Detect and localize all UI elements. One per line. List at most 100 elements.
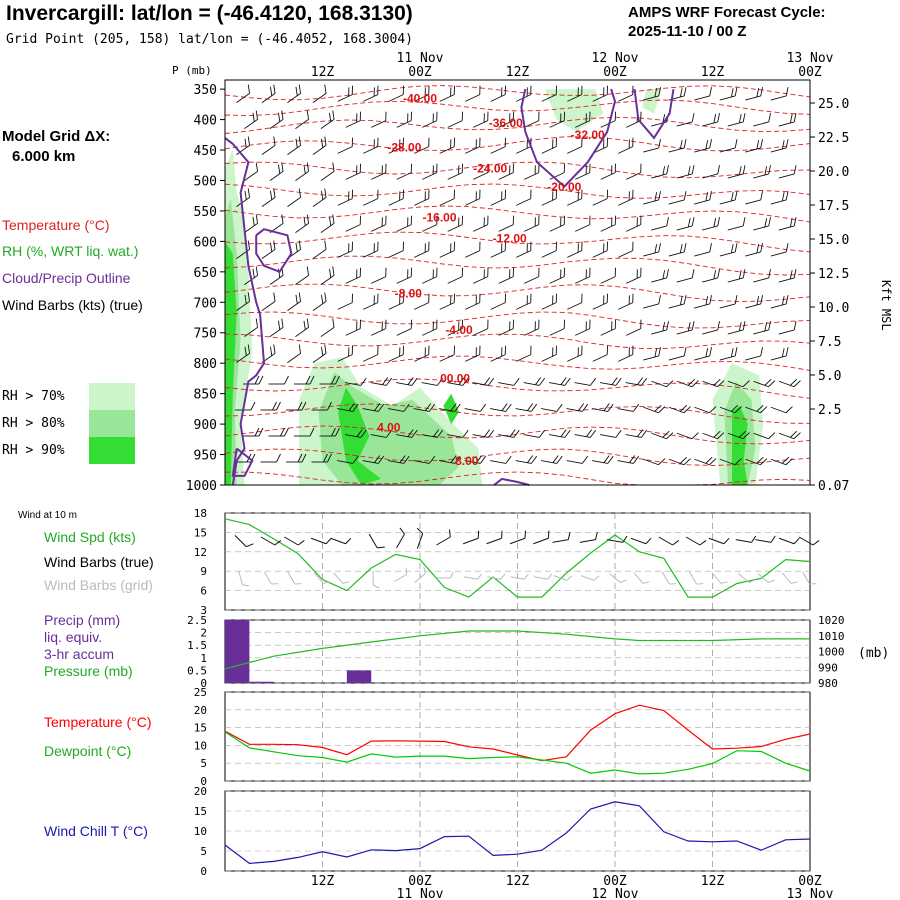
wind-barb-flag <box>399 191 401 201</box>
wind-barb-staff <box>396 382 412 386</box>
wind-barb-flag <box>348 191 350 201</box>
wind-barb-flag <box>377 137 379 147</box>
wind-barb-flag <box>717 321 720 331</box>
wind-barb-flag <box>785 87 789 97</box>
wind-barb <box>261 136 276 155</box>
wind-barb-flag <box>742 321 746 331</box>
wind-barb <box>490 455 512 464</box>
wind-barb-flag <box>270 346 273 356</box>
wind-barb <box>575 215 591 232</box>
wind-barb-flag <box>640 215 642 225</box>
wind-barb-flag <box>351 293 353 303</box>
wind-barb-staff <box>617 408 634 412</box>
wind-barb-flag <box>738 270 742 280</box>
temperature-label: -4.00 <box>445 323 473 337</box>
wind-barb-staff <box>618 146 633 154</box>
wind-barb-flag <box>590 429 597 438</box>
wind-barb-flag <box>458 165 460 175</box>
wind-barb <box>396 377 418 386</box>
wind-barb <box>337 85 353 102</box>
wind-barb-flag <box>538 111 540 121</box>
wind-barb-flag <box>641 377 648 386</box>
wind-barb-staff <box>745 147 761 153</box>
wind-barb-staff <box>643 199 659 205</box>
wind-barb-staff <box>702 173 718 179</box>
wind-barb-staff <box>447 172 463 180</box>
wind-barb-flag <box>538 267 540 277</box>
wind-barb-staff <box>261 145 276 155</box>
wind-barb <box>694 87 712 101</box>
wind-barb-flag <box>424 243 426 253</box>
wind-barb-flag <box>534 321 536 331</box>
wind-barb <box>515 455 538 464</box>
wind-barb-staff <box>337 198 353 206</box>
wind-barb <box>312 84 327 103</box>
wind-barb <box>473 215 489 232</box>
wind-barb-staff <box>778 380 795 388</box>
wind-barb-staff <box>778 121 795 127</box>
wind-barb-flag <box>432 113 434 123</box>
wind-barb-flag <box>410 267 412 277</box>
wind-barb-flag <box>247 240 250 250</box>
wind-barb <box>549 215 565 232</box>
wind-barb-flag <box>768 217 771 227</box>
wind-barb-staff <box>719 199 736 205</box>
wind-barb <box>770 347 789 361</box>
wind-barb-flag <box>410 163 412 173</box>
wind-barb <box>567 345 583 362</box>
wind-barb <box>643 295 661 309</box>
wind-barb-flag <box>331 427 336 437</box>
wind-barb-flag <box>654 88 658 98</box>
wind-barb <box>575 111 591 128</box>
wind-barb-flag <box>488 429 495 438</box>
wind-barb <box>643 87 661 101</box>
wind-barb-flag <box>475 191 477 201</box>
wind-barb-staff <box>643 147 659 153</box>
wind-barb-staff <box>388 198 404 206</box>
wind-barb-staff <box>592 354 608 362</box>
wind-barb-staff <box>753 329 769 335</box>
wind-barb-flag <box>679 404 688 412</box>
wind-barb-staff <box>414 354 429 362</box>
wind-barb <box>439 455 461 464</box>
wind-barb <box>345 267 361 284</box>
wind-barb-flag <box>352 455 359 464</box>
wind-barb-flag <box>450 139 452 149</box>
wind-barb-flag <box>429 455 436 464</box>
wind-barb-flag <box>662 166 666 176</box>
temperature-contour <box>224 311 811 329</box>
wind-barb-staff <box>498 276 514 284</box>
wind-barb <box>618 241 634 258</box>
wind-barb-flag <box>793 217 797 227</box>
wind-barb-flag <box>321 190 324 200</box>
wind-barb <box>388 137 404 154</box>
wind-barb-staff <box>465 354 480 362</box>
wind-barb-staff <box>244 119 258 129</box>
grid-wind-barb <box>802 571 817 585</box>
wind-barb-staff <box>465 146 480 154</box>
wind-barb-flag <box>461 215 463 225</box>
wind-barb <box>465 241 481 258</box>
wind-barb <box>727 113 746 127</box>
wind-barb-flag <box>785 139 789 149</box>
wind-barb-staff <box>396 224 412 232</box>
wind-barb-flag <box>458 217 460 227</box>
height-tick-label: 25.0 <box>818 97 849 112</box>
wind-barb <box>745 456 768 466</box>
wind10m-label: Wind at 10 m <box>18 510 77 521</box>
wind-barb-staff <box>668 303 685 309</box>
wind-barb-flag <box>709 243 712 253</box>
wind-barb-flag <box>450 87 452 97</box>
wind-barb-flag <box>577 191 579 201</box>
wind-barb-flag <box>709 139 712 149</box>
wind-barb-flag <box>530 241 532 251</box>
wind-barb-flag <box>709 347 712 357</box>
wind-barb-staff <box>618 250 633 258</box>
wind-barb-flag <box>632 345 634 355</box>
wind-barb-staff <box>727 432 744 440</box>
wind-barb <box>269 162 284 181</box>
wind-barb <box>268 375 289 385</box>
wind-barb-flag <box>756 296 760 306</box>
cycle-line-1: AMPS WRF Forecast Cycle: <box>628 4 826 21</box>
surface-wind-barb-flag <box>770 535 776 543</box>
